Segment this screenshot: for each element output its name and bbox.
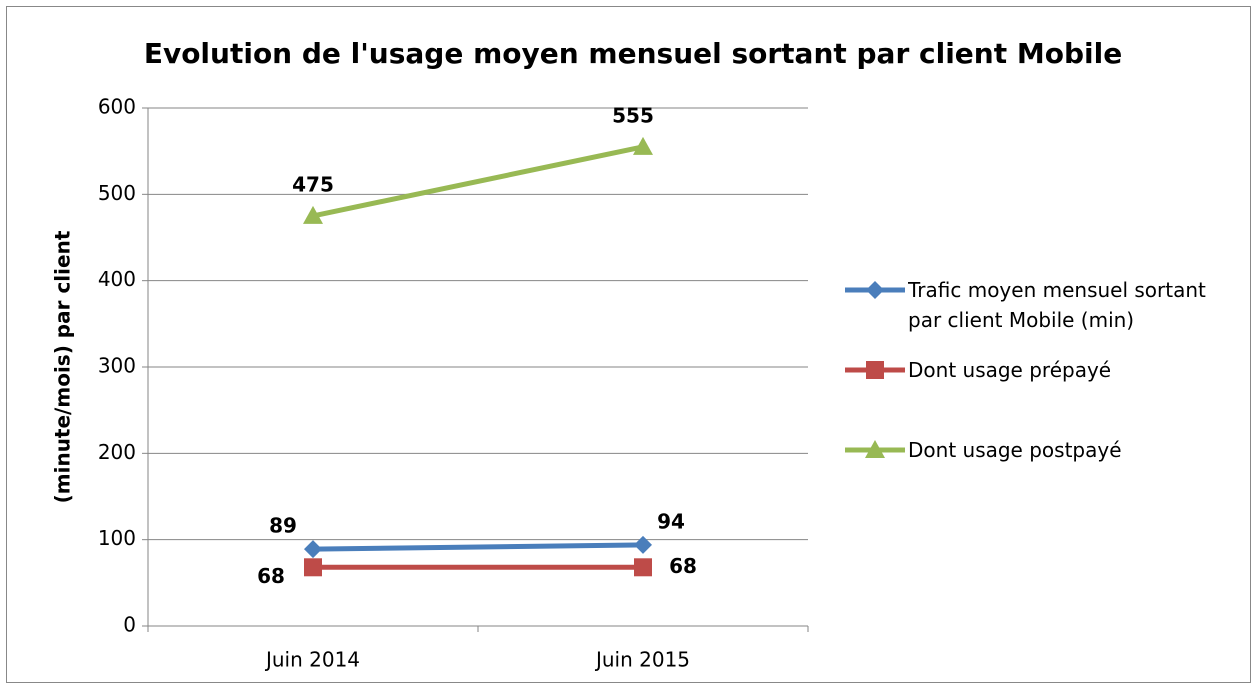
marker <box>866 361 884 379</box>
legend-label: Trafic moyen mensuel sortant par client … <box>908 278 1206 332</box>
chart-border <box>6 6 1251 683</box>
marker <box>865 440 885 458</box>
marker <box>304 558 322 577</box>
legend-item: Trafic moyen mensuel sortant par client … <box>908 278 1206 332</box>
legend-item: Dont usage prépayé <box>908 358 1112 382</box>
marker <box>634 535 652 554</box>
marker <box>634 558 652 577</box>
data-label: 475 <box>292 172 334 196</box>
x-tick-label: Juin 2014 <box>264 648 360 672</box>
legend-item: Dont usage postpayé <box>908 438 1122 462</box>
data-label: 94 <box>657 509 685 533</box>
y-tick-label: 400 <box>98 267 136 291</box>
series-line <box>312 542 644 552</box>
data-label: 68 <box>669 554 697 578</box>
y-tick-label: 100 <box>98 526 136 550</box>
y-tick-label: 600 <box>98 95 136 119</box>
marker <box>304 540 322 559</box>
y-axis-label: (minute/mois) par client <box>51 230 75 503</box>
data-label: 68 <box>257 564 285 588</box>
data-label: 89 <box>269 514 297 538</box>
y-tick-label: 200 <box>98 440 136 464</box>
y-tick-label: 0 <box>123 613 136 637</box>
y-tick-label: 500 <box>98 181 136 205</box>
legend-label: Dont usage prépayé <box>908 358 1112 382</box>
data-label: 555 <box>612 103 654 127</box>
marker <box>303 205 323 224</box>
marker <box>866 281 884 299</box>
series-line <box>312 144 644 219</box>
x-tick-label: Juin 2015 <box>594 648 690 672</box>
chart-title: Evolution de l'usage moyen mensuel sorta… <box>144 37 1122 70</box>
y-tick-label: 300 <box>98 354 136 378</box>
marker <box>633 136 653 155</box>
legend-label: Dont usage postpayé <box>908 438 1122 462</box>
